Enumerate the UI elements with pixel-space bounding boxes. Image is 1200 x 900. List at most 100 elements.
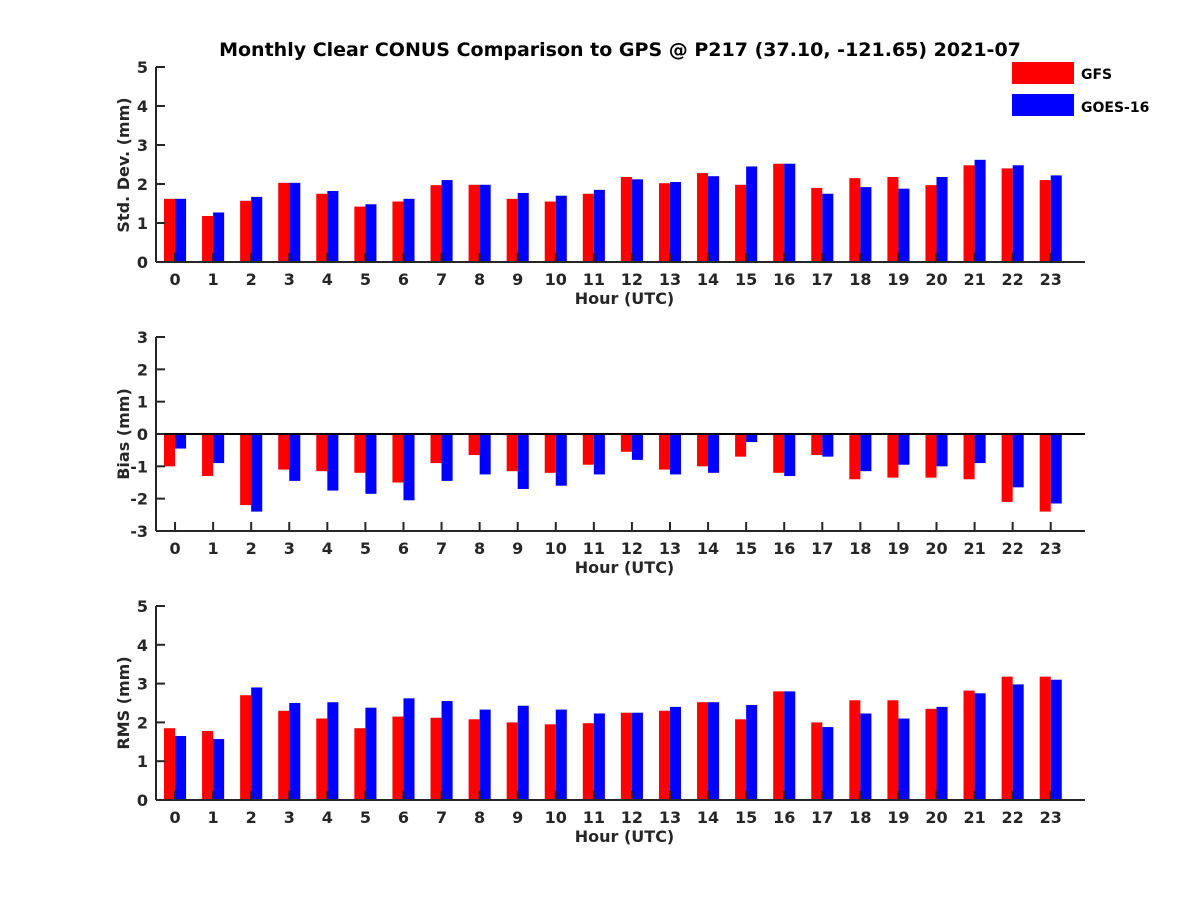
bias-bar-gfs-2 — [240, 434, 252, 506]
bias-bar-goes16-8 — [479, 434, 491, 475]
bias-bar-gfs-20 — [925, 434, 937, 478]
std-dev-xtick-label: 1 — [208, 270, 219, 289]
rms-xtick-label: 8 — [474, 808, 485, 827]
std-dev-xtick-label: 7 — [436, 270, 447, 289]
bias-ytick-label: 2 — [137, 360, 148, 379]
bias-bar-gfs-16 — [773, 434, 785, 473]
rms-bar-goes16-1 — [213, 739, 225, 800]
rms-bar-goes16-7 — [441, 701, 453, 800]
bias-bar-goes16-5 — [365, 434, 377, 494]
bias-bar-gfs-9 — [506, 434, 518, 472]
rms-bar-goes16-0 — [175, 735, 187, 800]
rms-bar-gfs-18 — [849, 700, 861, 800]
bias-bar-gfs-23 — [1039, 434, 1051, 512]
rms-ytick-label: 1 — [137, 752, 148, 771]
rms-bar-gfs-16 — [773, 691, 785, 800]
bias-xtick-label: 6 — [398, 539, 409, 558]
rms-xtick-label: 14 — [697, 808, 719, 827]
std-dev-bar-gfs-18 — [849, 178, 861, 262]
std-dev-bar-gfs-15 — [735, 184, 747, 262]
rms-xtick-label: 17 — [811, 808, 833, 827]
rms-bar-goes16-9 — [517, 705, 529, 800]
rms-bar-goes16-3 — [289, 703, 301, 800]
bias-bar-goes16-13 — [670, 434, 682, 475]
std-dev-bar-goes16-13 — [670, 182, 682, 262]
bias-bar-goes16-10 — [555, 434, 567, 486]
bias-xtick-label: 17 — [811, 539, 833, 558]
std-dev-xtick-label: 20 — [925, 270, 947, 289]
rms-bar-gfs-14 — [697, 702, 709, 800]
rms-ytick-label: 5 — [137, 597, 148, 616]
rms-ytick-label: 0 — [137, 791, 148, 810]
bias-xtick-label: 22 — [1002, 539, 1024, 558]
std-dev-ytick-label: 1 — [137, 214, 148, 233]
bias-bar-goes16-20 — [936, 434, 948, 467]
bias-bar-goes16-9 — [517, 434, 529, 489]
bias-xtick-label: 20 — [925, 539, 947, 558]
std-dev-bar-gfs-10 — [544, 201, 556, 262]
std-dev-xtick-label: 12 — [621, 270, 643, 289]
rms-xtick-label: 23 — [1040, 808, 1062, 827]
rms-xtick-label: 21 — [963, 808, 985, 827]
bias-xtick-label: 15 — [735, 539, 757, 558]
bias-xtick-label: 11 — [583, 539, 605, 558]
std-dev-xtick-label: 18 — [849, 270, 871, 289]
legend: GFS GOES-16 — [1012, 62, 1149, 116]
legend-swatch-gfs — [1012, 62, 1074, 84]
std-dev-ytick-label: 5 — [137, 58, 148, 77]
rms-xtick-label: 18 — [849, 808, 871, 827]
std-dev-bar-goes16-18 — [860, 187, 872, 262]
bias-ytick-label: -3 — [130, 522, 148, 541]
bias-y-axis-label: Bias (mm) — [114, 388, 133, 480]
rms-bar-gfs-1 — [202, 730, 214, 800]
std-dev-bar-goes16-4 — [327, 191, 339, 262]
bias-bar-goes16-18 — [860, 434, 872, 472]
std-dev-bar-goes16-19 — [898, 188, 910, 262]
bias-xtick-label: 10 — [545, 539, 567, 558]
std-dev-x-axis-label: Hour (UTC) — [575, 289, 675, 308]
bias-xtick-label: 16 — [773, 539, 795, 558]
legend-swatch-goes16 — [1012, 94, 1074, 116]
bias-bar-goes16-7 — [441, 434, 453, 481]
bias-ytick-label: 0 — [137, 425, 148, 444]
bias-bar-goes16-21 — [974, 434, 986, 464]
rms-bar-goes16-15 — [746, 704, 758, 800]
rms-bar-goes16-11 — [593, 713, 605, 800]
bias-bar-gfs-13 — [658, 434, 670, 470]
std-dev-bar-goes16-8 — [479, 184, 491, 262]
bias-bar-gfs-19 — [887, 434, 899, 478]
rms-bar-goes16-13 — [670, 706, 682, 800]
std-dev-bar-gfs-3 — [278, 182, 290, 262]
std-dev-xtick-label: 2 — [246, 270, 257, 289]
bias-bar-goes16-11 — [593, 434, 605, 475]
std-dev-bar-goes16-21 — [974, 159, 986, 262]
std-dev-xtick-label: 13 — [659, 270, 681, 289]
bias-xtick-label: 1 — [208, 539, 219, 558]
bias-bar-goes16-22 — [1012, 434, 1024, 488]
std-dev-bar-goes16-12 — [631, 179, 643, 262]
rms-xtick-label: 4 — [322, 808, 333, 827]
bias-xtick-label: 5 — [360, 539, 371, 558]
rms-bar-goes16-8 — [479, 709, 491, 800]
std-dev-ytick-label: 4 — [137, 97, 148, 116]
bias-ytick-label: -1 — [130, 457, 148, 476]
bias-xtick-label: 7 — [436, 539, 447, 558]
bias-bar-gfs-11 — [582, 434, 594, 465]
rms-xtick-label: 5 — [360, 808, 371, 827]
bias-bar-gfs-7 — [430, 434, 442, 464]
std-dev-bar-gfs-2 — [240, 200, 252, 262]
rms-xtick-label: 22 — [1002, 808, 1024, 827]
std-dev-bar-gfs-0 — [164, 198, 176, 262]
std-dev-xtick-label: 3 — [284, 270, 295, 289]
std-dev-xtick-label: 10 — [545, 270, 567, 289]
rms-bar-gfs-10 — [544, 724, 556, 800]
bias-bar-goes16-15 — [746, 434, 758, 443]
std-dev-bar-gfs-19 — [887, 176, 899, 262]
std-dev-bar-gfs-7 — [430, 185, 442, 262]
rms-bar-gfs-5 — [354, 728, 366, 800]
rms-xtick-label: 6 — [398, 808, 409, 827]
rms-xtick-label: 0 — [169, 808, 180, 827]
rms-bar-gfs-12 — [620, 712, 632, 800]
